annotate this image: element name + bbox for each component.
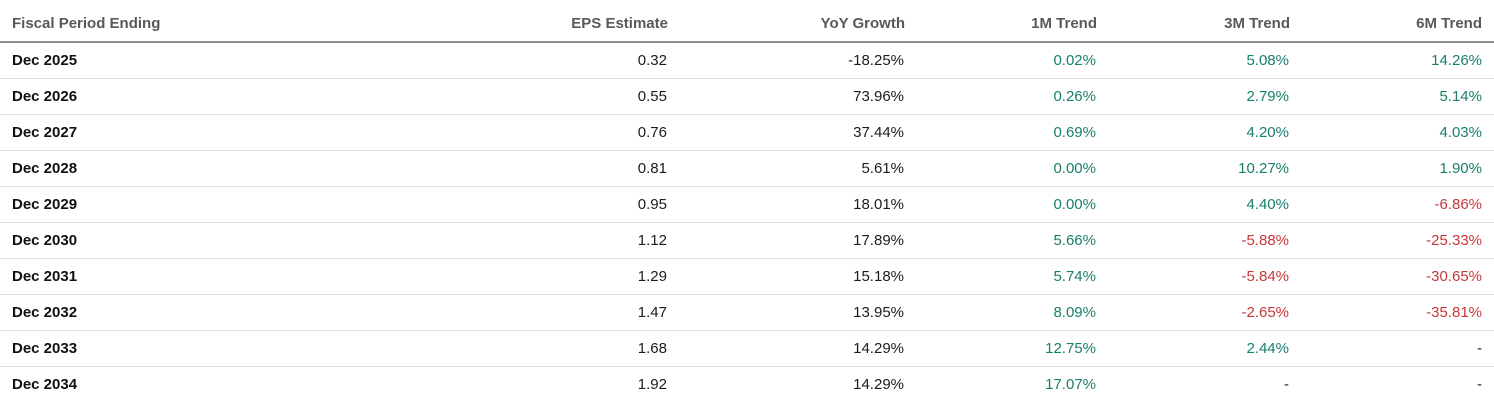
header-row: Fiscal Period Ending EPS Estimate YoY Gr… <box>0 0 1494 43</box>
trend-1m-cell: 5.74% <box>905 258 1097 295</box>
table-row: Dec 2030 1.12 17.89% 5.66% -5.88% -25.33% <box>0 222 1494 259</box>
trend-3m-cell: 2.79% <box>1097 78 1290 115</box>
trend-1m-cell: 0.69% <box>905 114 1097 151</box>
trend-1m-cell: 12.75% <box>905 330 1097 367</box>
trend-3m-cell: 2.44% <box>1097 330 1290 367</box>
table-row: Dec 2034 1.92 14.29% 17.07% - - <box>0 366 1494 402</box>
trend-1m-cell: 0.00% <box>905 186 1097 223</box>
column-header-3m-trend: 3M Trend <box>1097 0 1290 43</box>
trend-3m-cell: 5.08% <box>1097 42 1290 79</box>
trend-6m-cell: -25.33% <box>1290 222 1494 259</box>
eps-estimate-cell: 1.68 <box>420 330 668 367</box>
fiscal-period-cell: Dec 2034 <box>12 375 78 393</box>
trend-1m-cell: 0.00% <box>905 150 1097 187</box>
trend-1m-cell: 8.09% <box>905 294 1097 331</box>
fiscal-period-cell: Dec 2032 <box>0 294 420 331</box>
fiscal-period-cell: Dec 2029 <box>0 186 420 223</box>
trend-6m-cell: - <box>1290 330 1494 367</box>
yoy-growth-cell: 15.18% <box>668 258 905 295</box>
table-row: Dec 2031 1.29 15.18% 5.74% -5.84% -30.65% <box>0 258 1494 295</box>
eps-estimate-cell: 0.32 <box>420 42 668 79</box>
yoy-growth-cell: 18.01% <box>668 186 905 223</box>
eps-estimate-cell: 0.55 <box>420 78 668 115</box>
trend-6m-cell: 5.14% <box>1290 78 1494 115</box>
table-row: Dec 2029 0.95 18.01% 0.00% 4.40% -6.86% <box>0 186 1494 223</box>
column-header-6m-trend: 6M Trend <box>1290 0 1494 43</box>
trend-6m-cell: 14.26% <box>1290 42 1494 79</box>
table-row: Dec 2026 0.55 73.96% 0.26% 2.79% 5.14% <box>0 78 1494 115</box>
table-row: Dec 2028 0.81 5.61% 0.00% 10.27% 1.90% <box>0 150 1494 187</box>
fiscal-period-cell: Dec 2026 <box>0 78 420 115</box>
trend-1m-cell: 0.26% <box>905 78 1097 115</box>
fiscal-period-cell: Dec 2025 <box>0 42 420 79</box>
fiscal-period-cell: Dec 2033 <box>0 330 420 367</box>
trend-1m-cell: 17.07% <box>1045 375 1096 393</box>
column-header-fiscal-period: Fiscal Period Ending <box>0 0 420 43</box>
eps-estimate-cell: 0.95 <box>420 186 668 223</box>
table-row: Dec 2033 1.68 14.29% 12.75% 2.44% - <box>0 330 1494 367</box>
trend-3m-cell: - <box>1284 375 1289 393</box>
yoy-growth-cell: 14.29% <box>668 330 905 367</box>
fiscal-period-cell: Dec 2030 <box>0 222 420 259</box>
trend-3m-cell: 4.40% <box>1097 186 1290 223</box>
trend-6m-cell: -30.65% <box>1290 258 1494 295</box>
table-body: Dec 2025 0.32 -18.25% 0.02% 5.08% 14.26% Dec 2… <box>0 42 1494 402</box>
yoy-growth-cell: 13.95% <box>668 294 905 331</box>
eps-estimate-cell: 1.29 <box>420 258 668 295</box>
trend-3m-cell: -5.84% <box>1097 258 1290 295</box>
eps-estimate-cell: 1.92 <box>637 375 667 393</box>
trend-3m-cell: 10.27% <box>1097 150 1290 187</box>
trend-1m-cell: 0.02% <box>905 42 1097 79</box>
eps-estimate-cell: 1.47 <box>420 294 668 331</box>
table-row: Dec 2025 0.32 -18.25% 0.02% 5.08% 14.26% <box>0 42 1494 79</box>
trend-3m-cell: -2.65% <box>1097 294 1290 331</box>
eps-estimate-cell: 0.81 <box>420 150 668 187</box>
table-header: Fiscal Period Ending EPS Estimate YoY Gr… <box>0 0 1494 43</box>
yoy-growth-cell: 14.29% <box>853 375 904 393</box>
trend-3m-cell: -5.88% <box>1097 222 1290 259</box>
yoy-growth-cell: 37.44% <box>668 114 905 151</box>
eps-estimates-table: Fiscal Period Ending EPS Estimate YoY Gr… <box>0 0 1494 402</box>
table-row: Dec 2032 1.47 13.95% 8.09% -2.65% -35.81% <box>0 294 1494 331</box>
yoy-growth-cell: -18.25% <box>668 42 905 79</box>
trend-6m-cell: - <box>1477 375 1482 393</box>
fiscal-period-cell: Dec 2028 <box>0 150 420 187</box>
column-header-eps-estimate: EPS Estimate <box>420 0 668 43</box>
column-header-yoy-growth: YoY Growth <box>668 0 905 43</box>
table-row: Dec 2027 0.76 37.44% 0.69% 4.20% 4.03% <box>0 114 1494 151</box>
column-header-1m-trend: 1M Trend <box>905 0 1097 43</box>
yoy-growth-cell: 73.96% <box>668 78 905 115</box>
yoy-growth-cell: 17.89% <box>668 222 905 259</box>
eps-estimate-cell: 1.12 <box>420 222 668 259</box>
trend-1m-cell: 5.66% <box>905 222 1097 259</box>
eps-estimate-cell: 0.76 <box>420 114 668 151</box>
trend-6m-cell: 4.03% <box>1290 114 1494 151</box>
fiscal-period-cell: Dec 2027 <box>0 114 420 151</box>
trend-6m-cell: 1.90% <box>1290 150 1494 187</box>
trend-6m-cell: -35.81% <box>1290 294 1494 331</box>
trend-3m-cell: 4.20% <box>1097 114 1290 151</box>
fiscal-period-cell: Dec 2031 <box>0 258 420 295</box>
yoy-growth-cell: 5.61% <box>668 150 905 187</box>
trend-6m-cell: -6.86% <box>1290 186 1494 223</box>
